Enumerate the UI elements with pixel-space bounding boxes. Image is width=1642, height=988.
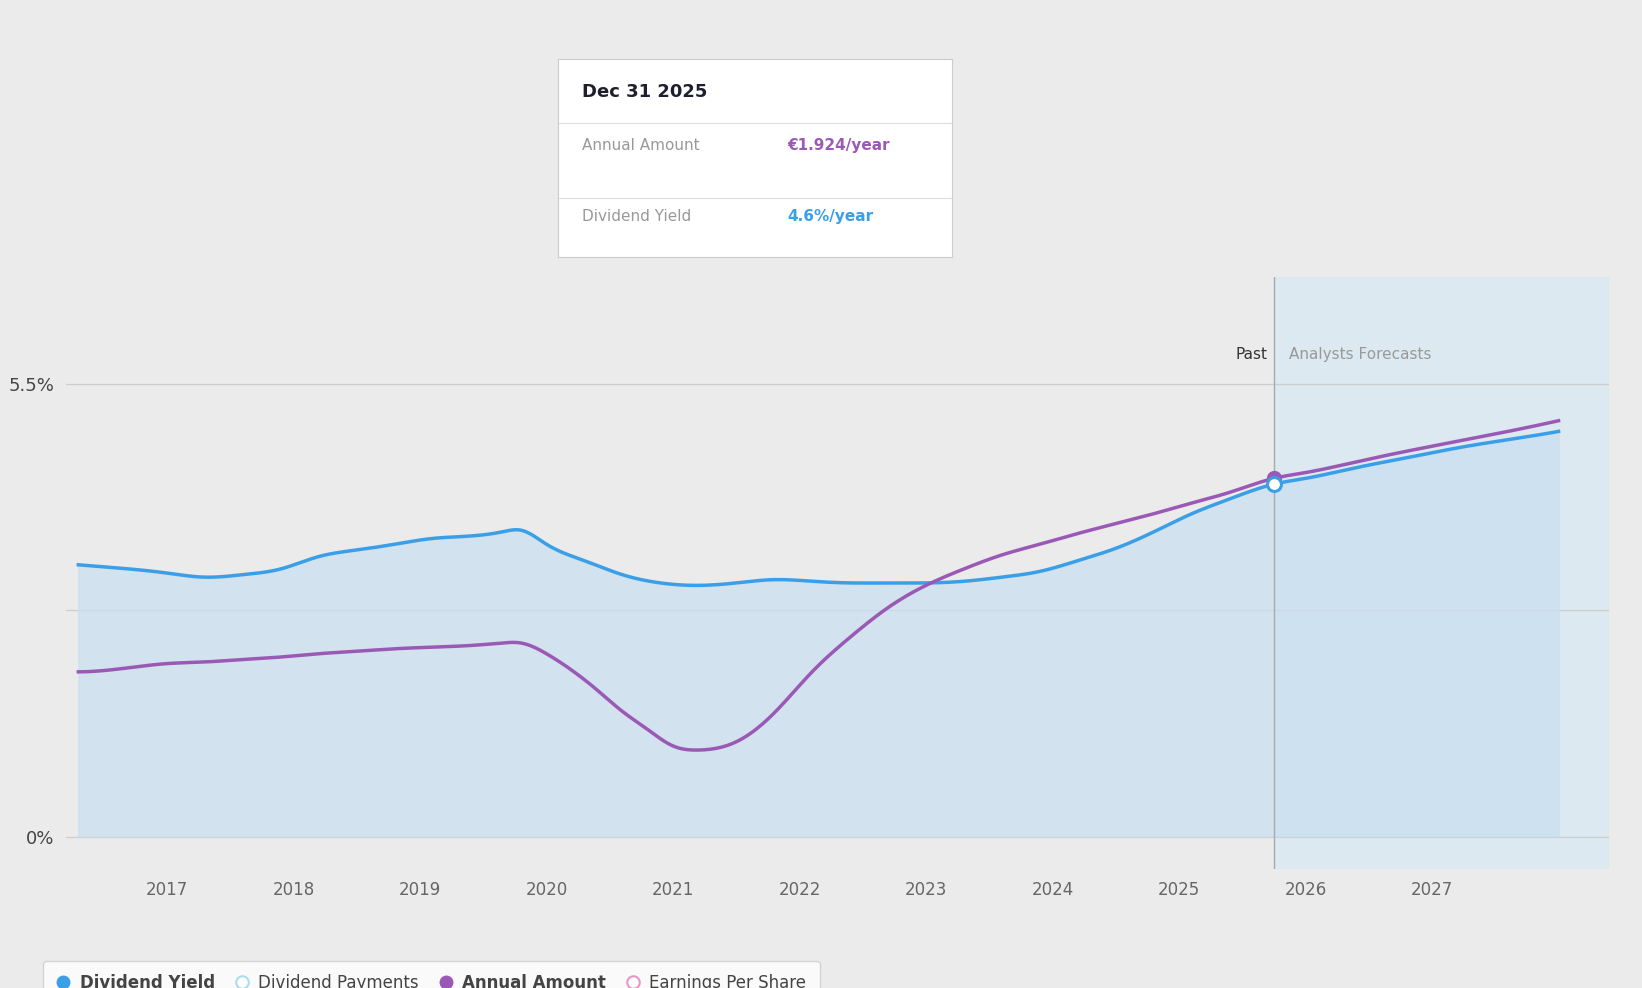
- Text: Analysts Forecasts: Analysts Forecasts: [1289, 348, 1432, 363]
- Text: Past: Past: [1235, 348, 1268, 363]
- Text: Dec 31 2025: Dec 31 2025: [581, 83, 708, 101]
- Legend: Dividend Yield, Dividend Payments, Annual Amount, Earnings Per Share: Dividend Yield, Dividend Payments, Annua…: [43, 960, 819, 988]
- Text: €1.924/year: €1.924/year: [787, 138, 890, 153]
- Text: Dividend Yield: Dividend Yield: [581, 209, 691, 224]
- Bar: [1274, 277, 1609, 869]
- Text: Annual Amount: Annual Amount: [581, 138, 699, 153]
- Text: 4.6%/year: 4.6%/year: [787, 209, 874, 224]
